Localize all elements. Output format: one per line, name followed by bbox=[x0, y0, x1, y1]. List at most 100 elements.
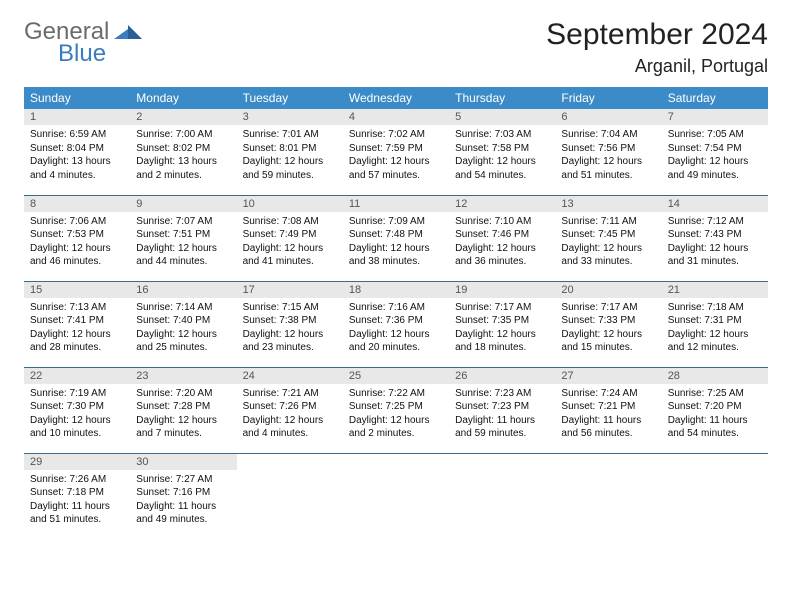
sunrise-text: Sunrise: 7:27 AM bbox=[136, 473, 230, 487]
day-number: 16 bbox=[130, 282, 236, 298]
location: Arganil, Portugal bbox=[546, 56, 768, 77]
weekday-header: Tuesday bbox=[237, 87, 343, 109]
sunset-text: Sunset: 7:23 PM bbox=[455, 400, 549, 414]
daylight-text: Daylight: 12 hours and 23 minutes. bbox=[243, 328, 337, 355]
day-number: 27 bbox=[555, 368, 661, 384]
calendar-day-cell: 22Sunrise: 7:19 AMSunset: 7:30 PMDayligh… bbox=[24, 367, 130, 453]
calendar-day-cell bbox=[555, 453, 661, 539]
calendar-day-cell: 12Sunrise: 7:10 AMSunset: 7:46 PMDayligh… bbox=[449, 195, 555, 281]
sunrise-text: Sunrise: 7:08 AM bbox=[243, 215, 337, 229]
day-content: Sunrise: 7:24 AMSunset: 7:21 PMDaylight:… bbox=[555, 384, 661, 445]
day-number: 23 bbox=[130, 368, 236, 384]
daylight-text: Daylight: 11 hours and 54 minutes. bbox=[668, 414, 762, 441]
calendar-day-cell: 4Sunrise: 7:02 AMSunset: 7:59 PMDaylight… bbox=[343, 109, 449, 195]
sunset-text: Sunset: 7:43 PM bbox=[668, 228, 762, 242]
sunset-text: Sunset: 7:31 PM bbox=[668, 314, 762, 328]
calendar-day-cell: 25Sunrise: 7:22 AMSunset: 7:25 PMDayligh… bbox=[343, 367, 449, 453]
logo: General Blue bbox=[24, 18, 142, 68]
calendar-week-row: 1Sunrise: 6:59 AMSunset: 8:04 PMDaylight… bbox=[24, 109, 768, 195]
sunrise-text: Sunrise: 7:04 AM bbox=[561, 128, 655, 142]
day-number: 4 bbox=[343, 109, 449, 125]
sunset-text: Sunset: 7:56 PM bbox=[561, 142, 655, 156]
daylight-text: Daylight: 12 hours and 25 minutes. bbox=[136, 328, 230, 355]
sunrise-text: Sunrise: 7:01 AM bbox=[243, 128, 337, 142]
day-content: Sunrise: 6:59 AMSunset: 8:04 PMDaylight:… bbox=[24, 125, 130, 186]
day-number: 20 bbox=[555, 282, 661, 298]
calendar-day-cell: 11Sunrise: 7:09 AMSunset: 7:48 PMDayligh… bbox=[343, 195, 449, 281]
daylight-text: Daylight: 12 hours and 28 minutes. bbox=[30, 328, 124, 355]
sunrise-text: Sunrise: 7:23 AM bbox=[455, 387, 549, 401]
calendar-day-cell: 28Sunrise: 7:25 AMSunset: 7:20 PMDayligh… bbox=[662, 367, 768, 453]
day-number: 14 bbox=[662, 196, 768, 212]
day-number: 13 bbox=[555, 196, 661, 212]
daylight-text: Daylight: 12 hours and 54 minutes. bbox=[455, 155, 549, 182]
daylight-text: Daylight: 12 hours and 36 minutes. bbox=[455, 242, 549, 269]
calendar-day-cell: 16Sunrise: 7:14 AMSunset: 7:40 PMDayligh… bbox=[130, 281, 236, 367]
calendar-day-cell: 30Sunrise: 7:27 AMSunset: 7:16 PMDayligh… bbox=[130, 453, 236, 539]
calendar-day-cell: 18Sunrise: 7:16 AMSunset: 7:36 PMDayligh… bbox=[343, 281, 449, 367]
day-content: Sunrise: 7:23 AMSunset: 7:23 PMDaylight:… bbox=[449, 384, 555, 445]
daylight-text: Daylight: 12 hours and 57 minutes. bbox=[349, 155, 443, 182]
daylight-text: Daylight: 12 hours and 31 minutes. bbox=[668, 242, 762, 269]
sunset-text: Sunset: 7:26 PM bbox=[243, 400, 337, 414]
daylight-text: Daylight: 11 hours and 56 minutes. bbox=[561, 414, 655, 441]
calendar-day-cell: 23Sunrise: 7:20 AMSunset: 7:28 PMDayligh… bbox=[130, 367, 236, 453]
calendar-day-cell bbox=[237, 453, 343, 539]
sunrise-text: Sunrise: 7:11 AM bbox=[561, 215, 655, 229]
calendar-day-cell: 10Sunrise: 7:08 AMSunset: 7:49 PMDayligh… bbox=[237, 195, 343, 281]
logo-triangle-icon bbox=[114, 21, 142, 39]
calendar-week-row: 22Sunrise: 7:19 AMSunset: 7:30 PMDayligh… bbox=[24, 367, 768, 453]
sunset-text: Sunset: 7:35 PM bbox=[455, 314, 549, 328]
sunrise-text: Sunrise: 7:05 AM bbox=[668, 128, 762, 142]
sunrise-text: Sunrise: 7:15 AM bbox=[243, 301, 337, 315]
sunrise-text: Sunrise: 7:21 AM bbox=[243, 387, 337, 401]
day-content: Sunrise: 7:19 AMSunset: 7:30 PMDaylight:… bbox=[24, 384, 130, 445]
sunrise-text: Sunrise: 7:17 AM bbox=[561, 301, 655, 315]
calendar-day-cell: 9Sunrise: 7:07 AMSunset: 7:51 PMDaylight… bbox=[130, 195, 236, 281]
daylight-text: Daylight: 12 hours and 33 minutes. bbox=[561, 242, 655, 269]
sunset-text: Sunset: 7:33 PM bbox=[561, 314, 655, 328]
calendar-day-cell: 8Sunrise: 7:06 AMSunset: 7:53 PMDaylight… bbox=[24, 195, 130, 281]
daylight-text: Daylight: 12 hours and 20 minutes. bbox=[349, 328, 443, 355]
weekday-header: Saturday bbox=[662, 87, 768, 109]
day-content: Sunrise: 7:27 AMSunset: 7:16 PMDaylight:… bbox=[130, 470, 236, 531]
title-block: September 2024 Arganil, Portugal bbox=[546, 18, 768, 77]
daylight-text: Daylight: 12 hours and 2 minutes. bbox=[349, 414, 443, 441]
sunrise-text: Sunrise: 7:10 AM bbox=[455, 215, 549, 229]
calendar-day-cell: 2Sunrise: 7:00 AMSunset: 8:02 PMDaylight… bbox=[130, 109, 236, 195]
day-content: Sunrise: 7:25 AMSunset: 7:20 PMDaylight:… bbox=[662, 384, 768, 445]
day-content: Sunrise: 7:22 AMSunset: 7:25 PMDaylight:… bbox=[343, 384, 449, 445]
day-content: Sunrise: 7:16 AMSunset: 7:36 PMDaylight:… bbox=[343, 298, 449, 359]
sunrise-text: Sunrise: 6:59 AM bbox=[30, 128, 124, 142]
calendar-day-cell bbox=[449, 453, 555, 539]
day-number: 9 bbox=[130, 196, 236, 212]
sunrise-text: Sunrise: 7:07 AM bbox=[136, 215, 230, 229]
sunrise-text: Sunrise: 7:18 AM bbox=[668, 301, 762, 315]
day-number: 12 bbox=[449, 196, 555, 212]
sunset-text: Sunset: 7:28 PM bbox=[136, 400, 230, 414]
day-content: Sunrise: 7:17 AMSunset: 7:35 PMDaylight:… bbox=[449, 298, 555, 359]
calendar-day-cell: 21Sunrise: 7:18 AMSunset: 7:31 PMDayligh… bbox=[662, 281, 768, 367]
day-content: Sunrise: 7:26 AMSunset: 7:18 PMDaylight:… bbox=[24, 470, 130, 531]
day-content: Sunrise: 7:06 AMSunset: 7:53 PMDaylight:… bbox=[24, 212, 130, 273]
sunset-text: Sunset: 7:16 PM bbox=[136, 486, 230, 500]
daylight-text: Daylight: 12 hours and 4 minutes. bbox=[243, 414, 337, 441]
sunrise-text: Sunrise: 7:20 AM bbox=[136, 387, 230, 401]
sunrise-text: Sunrise: 7:14 AM bbox=[136, 301, 230, 315]
calendar-day-cell: 24Sunrise: 7:21 AMSunset: 7:26 PMDayligh… bbox=[237, 367, 343, 453]
sunrise-text: Sunrise: 7:17 AM bbox=[455, 301, 549, 315]
daylight-text: Daylight: 12 hours and 41 minutes. bbox=[243, 242, 337, 269]
calendar-day-cell: 7Sunrise: 7:05 AMSunset: 7:54 PMDaylight… bbox=[662, 109, 768, 195]
day-number: 30 bbox=[130, 454, 236, 470]
day-number: 29 bbox=[24, 454, 130, 470]
day-number: 7 bbox=[662, 109, 768, 125]
day-content: Sunrise: 7:11 AMSunset: 7:45 PMDaylight:… bbox=[555, 212, 661, 273]
sunset-text: Sunset: 7:59 PM bbox=[349, 142, 443, 156]
day-content: Sunrise: 7:07 AMSunset: 7:51 PMDaylight:… bbox=[130, 212, 236, 273]
calendar-day-cell: 29Sunrise: 7:26 AMSunset: 7:18 PMDayligh… bbox=[24, 453, 130, 539]
sunrise-text: Sunrise: 7:25 AM bbox=[668, 387, 762, 401]
weekday-header: Wednesday bbox=[343, 87, 449, 109]
day-number: 10 bbox=[237, 196, 343, 212]
day-number: 17 bbox=[237, 282, 343, 298]
day-content: Sunrise: 7:10 AMSunset: 7:46 PMDaylight:… bbox=[449, 212, 555, 273]
